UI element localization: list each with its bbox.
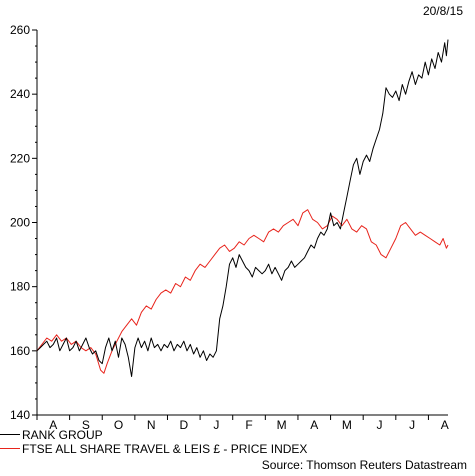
series-line-rank	[36, 39, 449, 377]
source-note: Source: Thomson Reuters Datastream	[261, 458, 467, 472]
x-tick-label: D	[179, 418, 188, 432]
y-tick-label: 200	[10, 216, 30, 230]
x-tick-label: A	[310, 418, 318, 432]
y-tick-label: 260	[10, 23, 30, 37]
y-tick-label: 140	[10, 408, 30, 422]
legend-swatch-rank	[0, 434, 20, 435]
x-tick-label: J	[377, 418, 383, 432]
x-tick-label: J	[409, 418, 415, 432]
x-tick-label: M	[277, 418, 287, 432]
series-line-ftse	[36, 209, 449, 374]
x-tick-label: M	[342, 418, 352, 432]
legend: RANK GROUP FTSE ALL SHARE TRAVEL & LEIS …	[0, 428, 475, 456]
x-tick-label: A	[49, 418, 57, 432]
y-tick-label: 180	[10, 280, 30, 294]
y-tick-label: 160	[10, 344, 30, 358]
y-axis-ticks: 140 160 180 200 220 240 260	[10, 23, 37, 422]
x-tick-label: F	[245, 418, 252, 432]
y-tick-label: 220	[10, 151, 30, 165]
x-tick-label: N	[147, 418, 156, 432]
y-tick-label: 240	[10, 87, 30, 101]
x-tick-label: S	[82, 418, 90, 432]
x-tick-label: A	[441, 418, 449, 432]
legend-label-rank: RANK GROUP	[22, 428, 103, 442]
chart-series	[36, 39, 449, 377]
date-label: 20/8/15	[422, 4, 463, 18]
x-tick-label: J	[213, 418, 219, 432]
x-tick-label: O	[114, 418, 123, 432]
legend-swatch-ftse	[0, 448, 20, 449]
legend-item-rank: RANK GROUP	[0, 428, 475, 442]
legend-item-ftse: FTSE ALL SHARE TRAVEL & LEIS £ - PRICE I…	[0, 442, 475, 456]
legend-label-ftse: FTSE ALL SHARE TRAVEL & LEIS £ - PRICE I…	[22, 442, 308, 456]
